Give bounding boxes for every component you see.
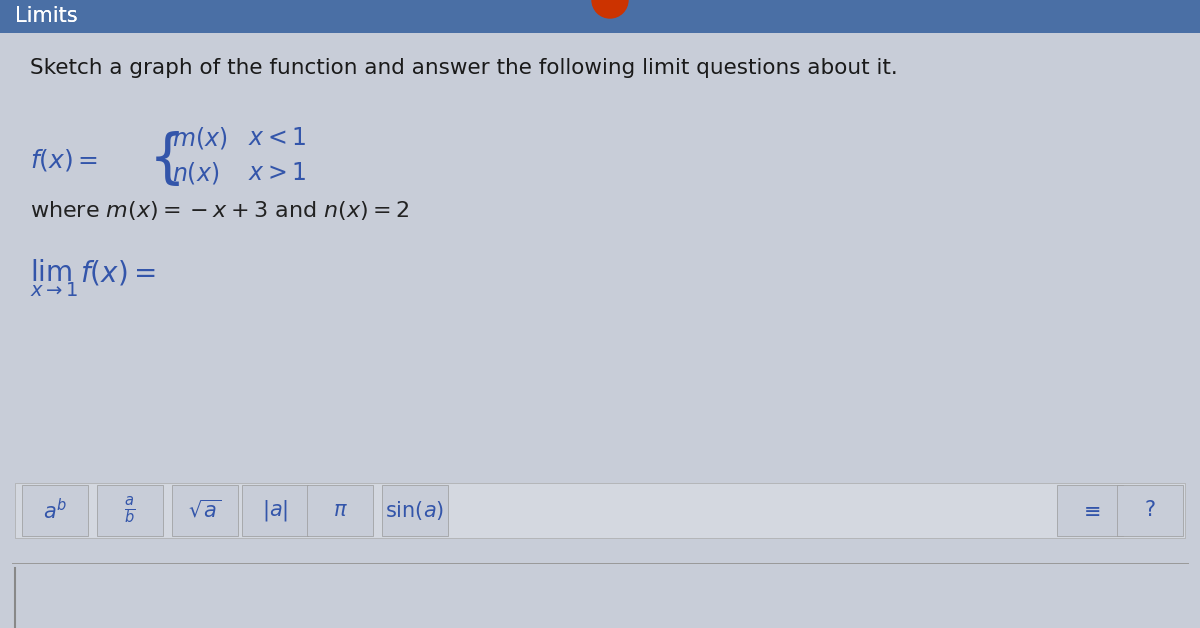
- FancyBboxPatch shape: [0, 33, 1200, 628]
- Text: Sketch a graph of the function and answer the following limit questions about it: Sketch a graph of the function and answe…: [30, 58, 898, 78]
- FancyBboxPatch shape: [1117, 485, 1183, 536]
- Text: $f(x) =$: $f(x) =$: [30, 147, 98, 173]
- Text: $|a|$: $|a|$: [262, 498, 288, 523]
- FancyBboxPatch shape: [0, 0, 1200, 33]
- FancyBboxPatch shape: [0, 0, 1200, 33]
- Text: $\sqrt{a}$: $\sqrt{a}$: [188, 499, 222, 522]
- FancyBboxPatch shape: [242, 485, 308, 536]
- FancyBboxPatch shape: [172, 485, 238, 536]
- Text: Limits: Limits: [14, 6, 78, 26]
- Text: $a^b$: $a^b$: [43, 498, 67, 523]
- Text: $f(x) =$: $f(x) =$: [80, 259, 156, 288]
- FancyBboxPatch shape: [97, 485, 163, 536]
- Text: $m(x)$: $m(x)$: [172, 125, 227, 151]
- Text: $x \rightarrow 1$: $x \rightarrow 1$: [30, 281, 79, 300]
- Text: $\lim$: $\lim$: [30, 259, 72, 287]
- Text: $x > 1$: $x > 1$: [248, 161, 306, 185]
- Text: Limits: Limits: [14, 6, 78, 26]
- FancyBboxPatch shape: [14, 483, 1186, 538]
- Circle shape: [592, 0, 628, 18]
- Text: $x < 1$: $x < 1$: [248, 126, 306, 150]
- FancyBboxPatch shape: [22, 485, 88, 536]
- Text: $\{$: $\{$: [148, 129, 180, 188]
- Text: where $m(x) = -x + 3$ and $n(x) = 2$: where $m(x) = -x + 3$ and $n(x) = 2$: [30, 198, 409, 222]
- Text: $\sin(a)$: $\sin(a)$: [385, 499, 445, 522]
- Text: $.$: $.$: [295, 161, 302, 185]
- FancyBboxPatch shape: [307, 485, 373, 536]
- Text: $\equiv$: $\equiv$: [1079, 501, 1100, 521]
- Text: $\frac{a}{b}$: $\frac{a}{b}$: [125, 495, 136, 526]
- FancyBboxPatch shape: [382, 485, 448, 536]
- FancyBboxPatch shape: [1057, 485, 1123, 536]
- Text: $?$: $?$: [1144, 501, 1156, 521]
- Text: $\pi$: $\pi$: [332, 501, 348, 521]
- Text: $n(x)$: $n(x)$: [172, 160, 220, 186]
